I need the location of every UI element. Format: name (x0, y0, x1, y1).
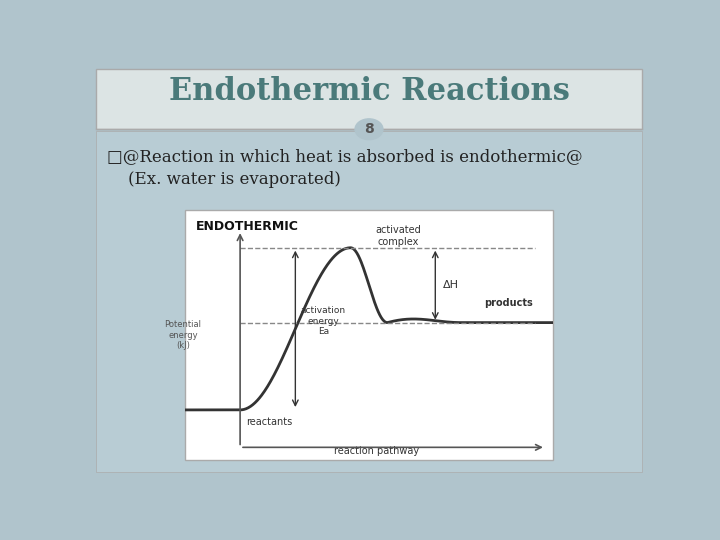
Text: Endothermic Reactions: Endothermic Reactions (168, 76, 570, 107)
Bar (96, 131, 642, 472)
Bar (185, 211, 553, 460)
Circle shape (355, 119, 383, 140)
Text: (Ex. water is evaporated): (Ex. water is evaporated) (107, 171, 341, 188)
Text: 8: 8 (364, 122, 374, 136)
Bar (96, 69, 642, 129)
Text: □@Reaction in which heat is absorbed is endothermic@: □@Reaction in which heat is absorbed is … (107, 148, 582, 165)
